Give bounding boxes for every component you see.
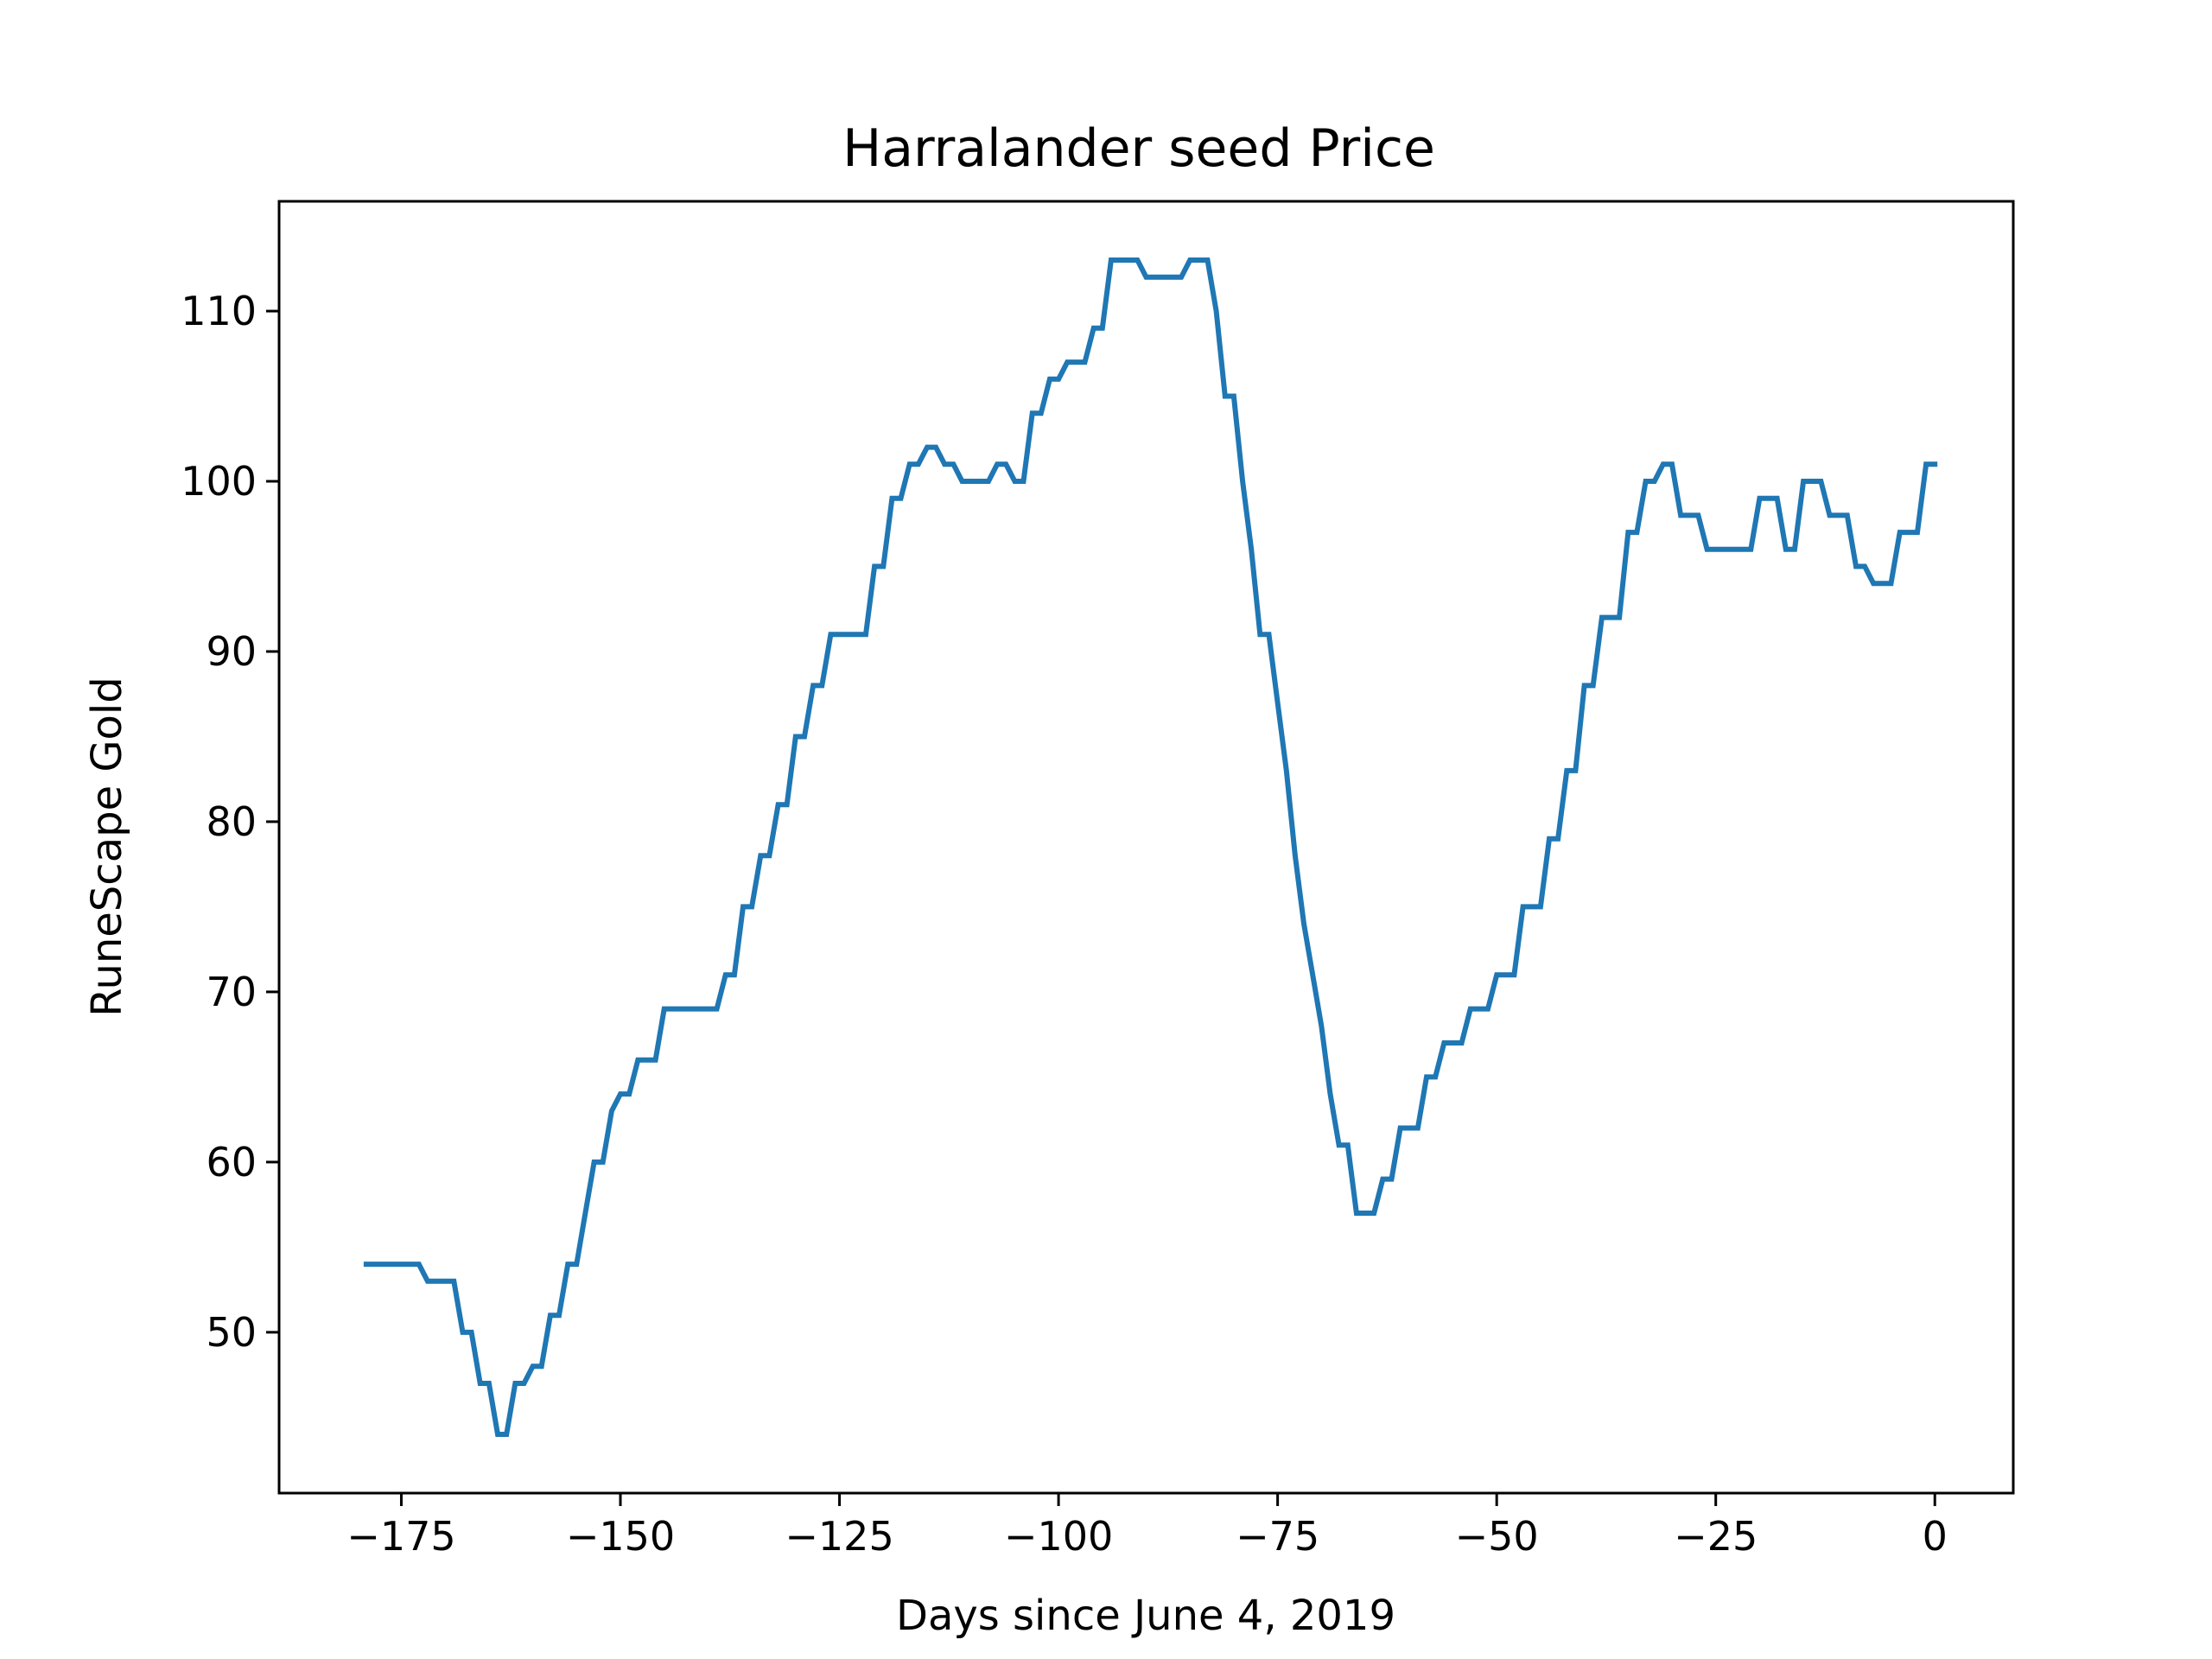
x-tick-label: 0 <box>1923 1513 1948 1560</box>
y-tick-label: 70 <box>206 969 257 1015</box>
x-tick-label: −100 <box>1004 1513 1113 1560</box>
x-tick-label: −175 <box>346 1513 455 1560</box>
x-tick-label: −150 <box>566 1513 675 1560</box>
y-axis-ticks: 50 60 70 80 90 100 110 <box>181 288 279 1356</box>
y-tick-label: 50 <box>206 1309 257 1356</box>
x-tick-label: −25 <box>1674 1513 1758 1560</box>
y-tick-label: 100 <box>181 458 257 505</box>
x-tick-label: −125 <box>785 1513 893 1560</box>
x-tick-label: −50 <box>1455 1513 1539 1560</box>
y-axis-label: RuneScape Gold <box>83 677 131 1016</box>
chart-title: Harralander seed Price <box>842 118 1435 179</box>
x-tick-label: −75 <box>1236 1513 1319 1560</box>
x-axis-ticks: −175 −150 −125 −100 −75 −50 −25 0 <box>346 1493 1948 1560</box>
y-tick-label: 90 <box>206 628 257 675</box>
y-tick-label: 60 <box>206 1139 257 1185</box>
price-series-line <box>363 257 1938 1437</box>
y-tick-label: 110 <box>181 288 257 334</box>
y-tick-label: 80 <box>206 798 257 845</box>
plot-area-frame <box>277 200 2015 1495</box>
x-axis-label: Days since June 4, 2019 <box>896 1592 1395 1640</box>
